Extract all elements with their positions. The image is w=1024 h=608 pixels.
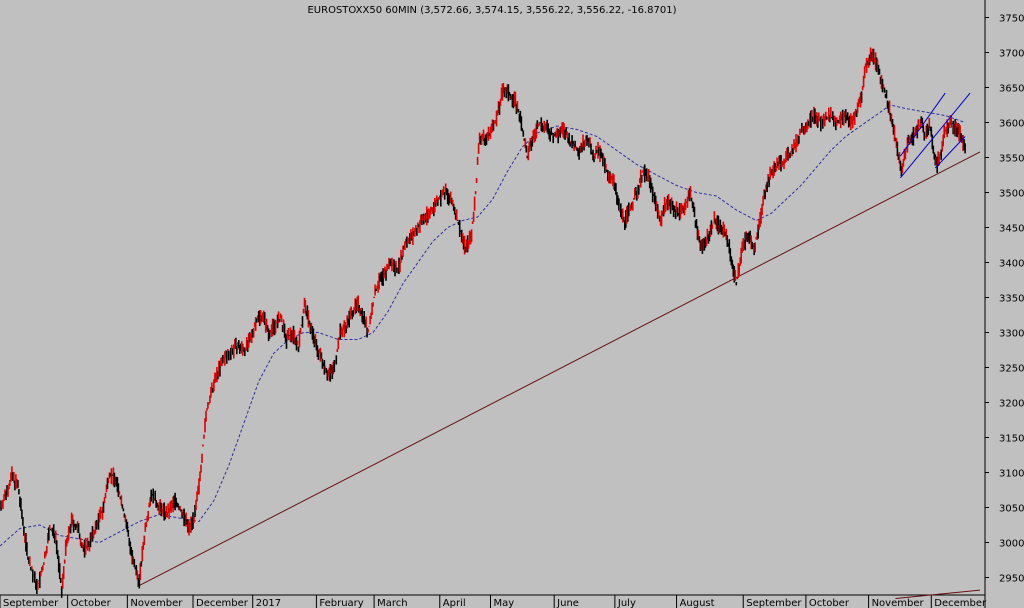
x-axis-ticks: September October November December 2017 Febr… (0, 595, 987, 608)
y-tick-label: 3350 (999, 294, 1024, 305)
x-tick-label: July (617, 598, 636, 608)
x-tick-label: September (746, 598, 802, 608)
channel-line (900, 92, 971, 179)
price-bars-layer (0, 47, 966, 598)
x-tick-label: 2017 (256, 598, 281, 608)
y-tick-label: 3550 (999, 154, 1024, 165)
y-tick-label: 3600 (999, 119, 1024, 130)
x-tick-label: March (377, 598, 407, 608)
y-tick-label: 3750 (999, 14, 1024, 25)
y-tick-label: 3500 (999, 189, 1024, 200)
trendline-layer (137, 151, 981, 599)
x-tick-label: February (319, 598, 363, 608)
y-tick-label: 3700 (999, 49, 1024, 60)
y-tick-label: 3150 (999, 434, 1024, 445)
x-tick-label: May (494, 598, 515, 608)
y-tick-label: 3400 (999, 259, 1024, 270)
x-tick-label: December (196, 598, 249, 608)
y-tick-label: 3250 (999, 364, 1024, 375)
y-tick-label: 2950 (999, 574, 1024, 585)
channel-line (900, 92, 946, 157)
y-tick-label: 3300 (999, 329, 1024, 340)
y-tick-label: 3450 (999, 224, 1024, 235)
channel-layer (900, 92, 971, 179)
x-tick-label: December (934, 598, 987, 608)
channel-line (934, 136, 966, 169)
chart-title: EUROSTOXX50 60MIN (3,572.66, 3,574.15, 3… (307, 5, 676, 16)
y-tick-label: 3200 (999, 399, 1024, 410)
y-tick-label: 3050 (999, 504, 1024, 515)
x-tick-label: October (809, 598, 850, 608)
x-tick-label: November (872, 598, 925, 608)
x-tick-label: November (130, 598, 183, 608)
plot-background (0, 0, 985, 595)
x-tick-label: September (3, 598, 59, 608)
support-trendline (137, 151, 981, 588)
y-axis-ticks: 2950 3000 3050 3100 3150 3200 3250 3300 3350 3400… (985, 14, 1024, 585)
x-tick-label: August (680, 598, 715, 608)
y-tick-label: 3100 (999, 469, 1024, 480)
y-tick-label: 3650 (999, 84, 1024, 95)
x-tick-label: April (443, 598, 466, 608)
y-tick-label: 3000 (999, 539, 1024, 550)
plot-area (0, 0, 986, 608)
x-tick-label: October (71, 598, 112, 608)
x-tick-label: June (556, 598, 579, 608)
lower-trendline (895, 589, 981, 599)
